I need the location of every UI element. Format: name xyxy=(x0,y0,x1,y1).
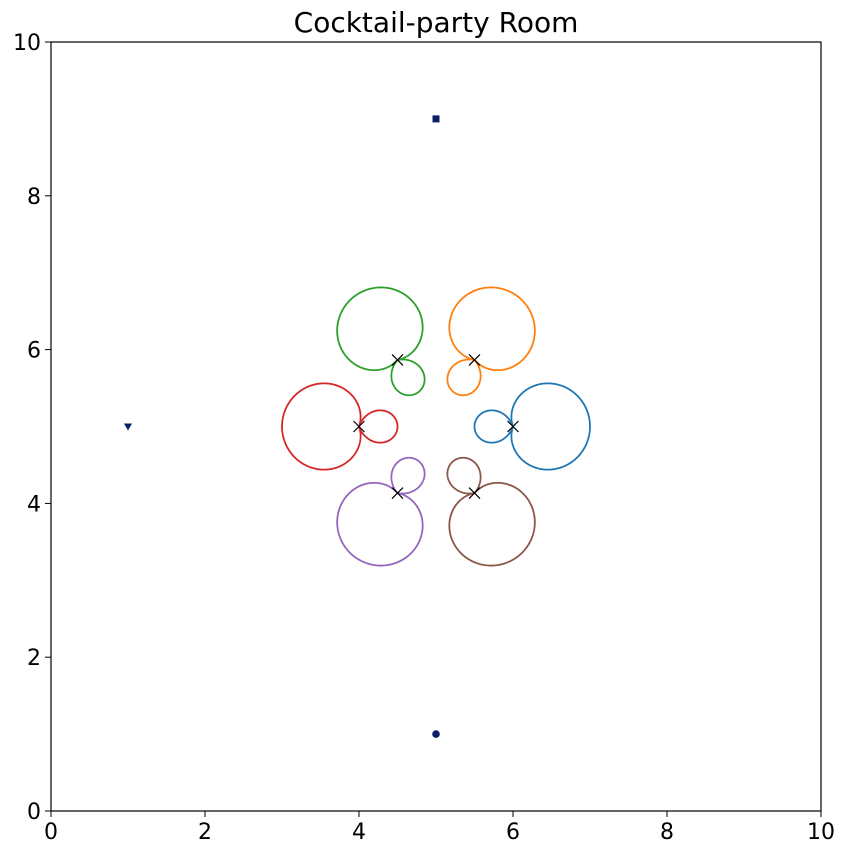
y-tick-label: 10 xyxy=(13,31,41,56)
x-tick-label: 0 xyxy=(44,820,58,845)
y-tick-label: 4 xyxy=(27,492,41,517)
mic-marker-3 xyxy=(391,353,404,366)
y-tick-label: 0 xyxy=(27,800,41,825)
plot-area xyxy=(124,115,591,738)
beam-pattern-6 xyxy=(446,456,536,567)
source-marker-triangle-down xyxy=(124,423,132,431)
y-tick-label: 8 xyxy=(27,185,41,210)
beam-pattern-5 xyxy=(336,456,426,567)
x-tick-label: 10 xyxy=(807,820,835,845)
mic-marker-4 xyxy=(353,420,365,433)
x-tick-label: 8 xyxy=(660,820,674,845)
y-tick-label: 2 xyxy=(27,646,41,671)
mic-marker-5 xyxy=(391,487,404,500)
axes-frame xyxy=(50,41,822,812)
mic-marker-6 xyxy=(468,487,481,500)
mic-marker-2 xyxy=(468,353,481,366)
x-tick-label: 6 xyxy=(506,820,520,845)
beam-pattern-1 xyxy=(473,382,591,471)
axes: 0 2 4 6 8 10 0 2 4 6 8 10 xyxy=(13,31,835,845)
source-marker-square xyxy=(432,115,440,123)
beam-pattern-4 xyxy=(281,382,399,471)
x-tick-label: 4 xyxy=(352,820,366,845)
beam-pattern-3 xyxy=(336,286,426,397)
chart-title: Cocktail-party Room xyxy=(294,6,579,39)
y-tick-label: 6 xyxy=(27,339,41,364)
source-marker-circle xyxy=(432,730,440,738)
x-tick-label: 2 xyxy=(198,820,212,845)
beam-pattern-2 xyxy=(446,286,536,397)
mic-marker-1 xyxy=(507,420,519,433)
